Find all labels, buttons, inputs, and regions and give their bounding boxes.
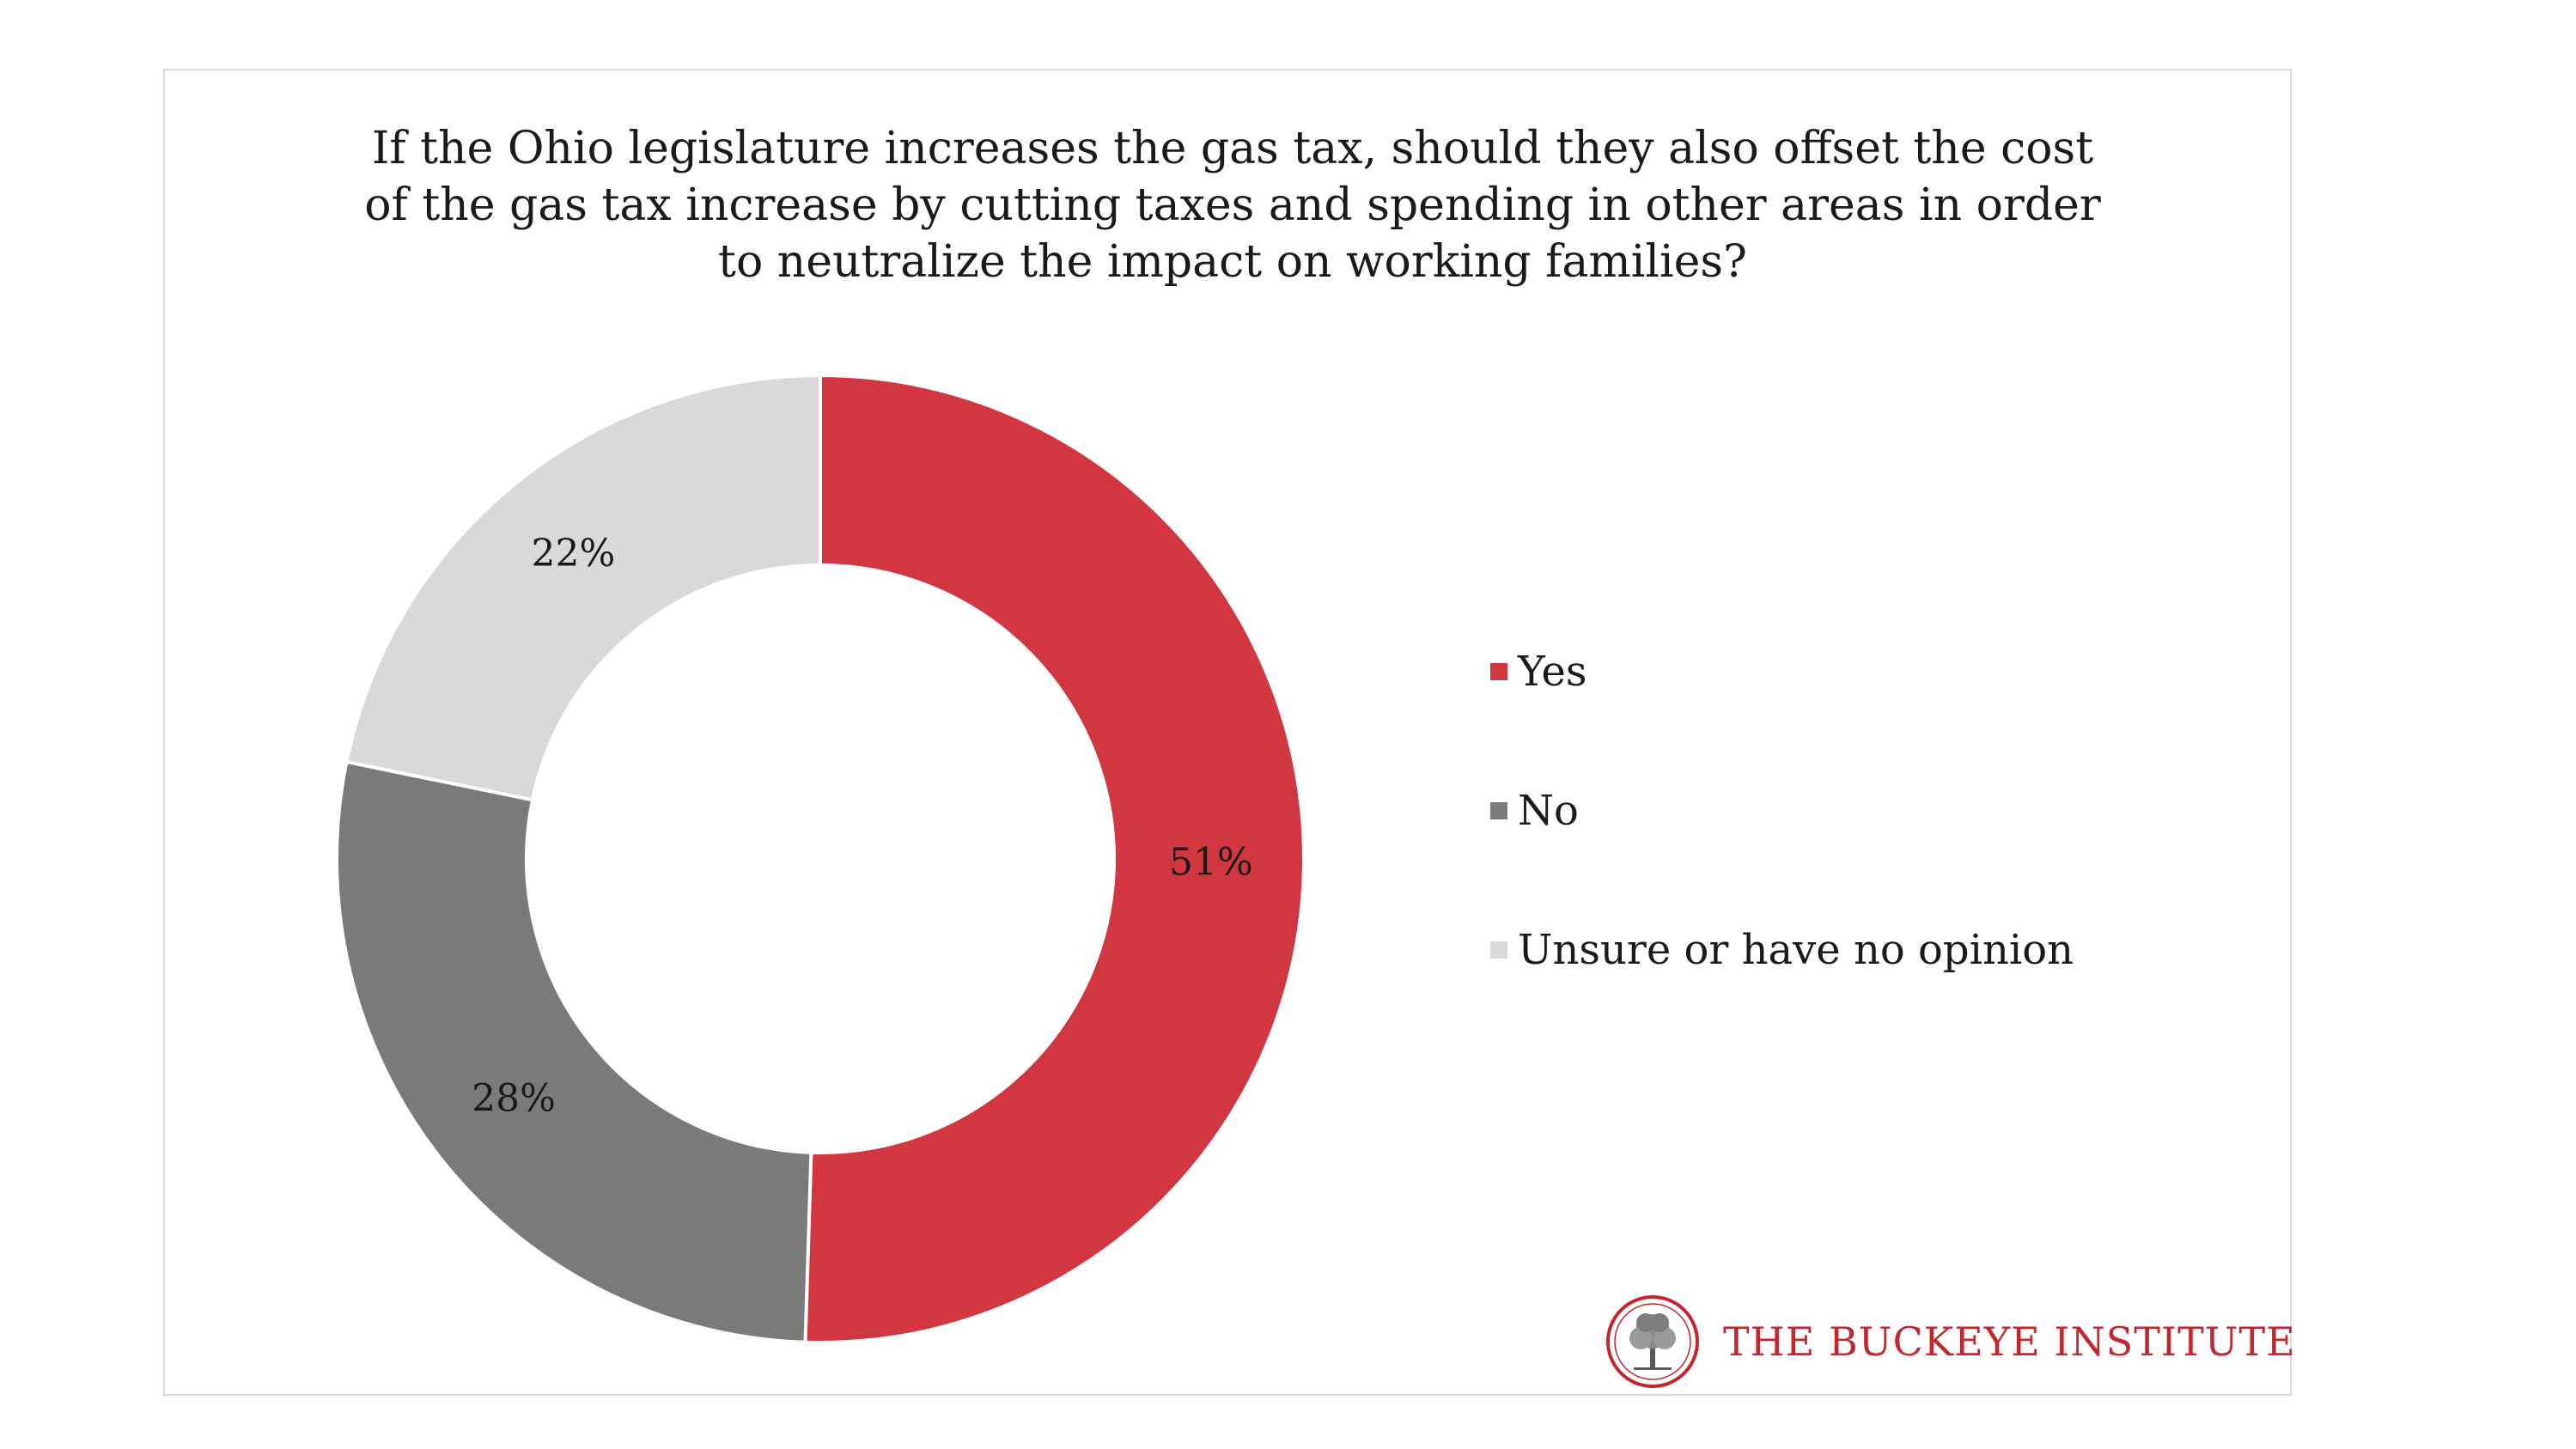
legend-label-no: No (1518, 787, 1579, 835)
buckeye-institute-logo: THE BUCKEYE INSTITUTE (1605, 1294, 2296, 1390)
logo-text: THE BUCKEYE INSTITUTE (1723, 1318, 2296, 1365)
slice-label-yes: 51% (1169, 841, 1253, 885)
legend-item-yes: Yes (1490, 646, 1587, 697)
slice-unsure (344, 373, 822, 802)
slice-label-no: 28% (472, 1077, 556, 1121)
legend-item-unsure: Unsure or have no opinion (1490, 924, 2074, 976)
slice-label-unsure: 22% (531, 532, 615, 575)
legend-swatch-no (1490, 802, 1507, 819)
legend-swatch-unsure (1490, 941, 1507, 959)
tree-seal-icon (1606, 1295, 1699, 1388)
slice-no (335, 759, 813, 1344)
legend-label-yes: Yes (1518, 648, 1587, 696)
legend-swatch-yes (1490, 663, 1507, 680)
chart-title: If the Ohio legislature increases the ga… (364, 123, 2101, 288)
legend-label-unsure: Unsure or have no opinion (1518, 926, 2074, 974)
legend-item-no: No (1490, 785, 1579, 837)
slice-yes (803, 373, 1306, 1344)
